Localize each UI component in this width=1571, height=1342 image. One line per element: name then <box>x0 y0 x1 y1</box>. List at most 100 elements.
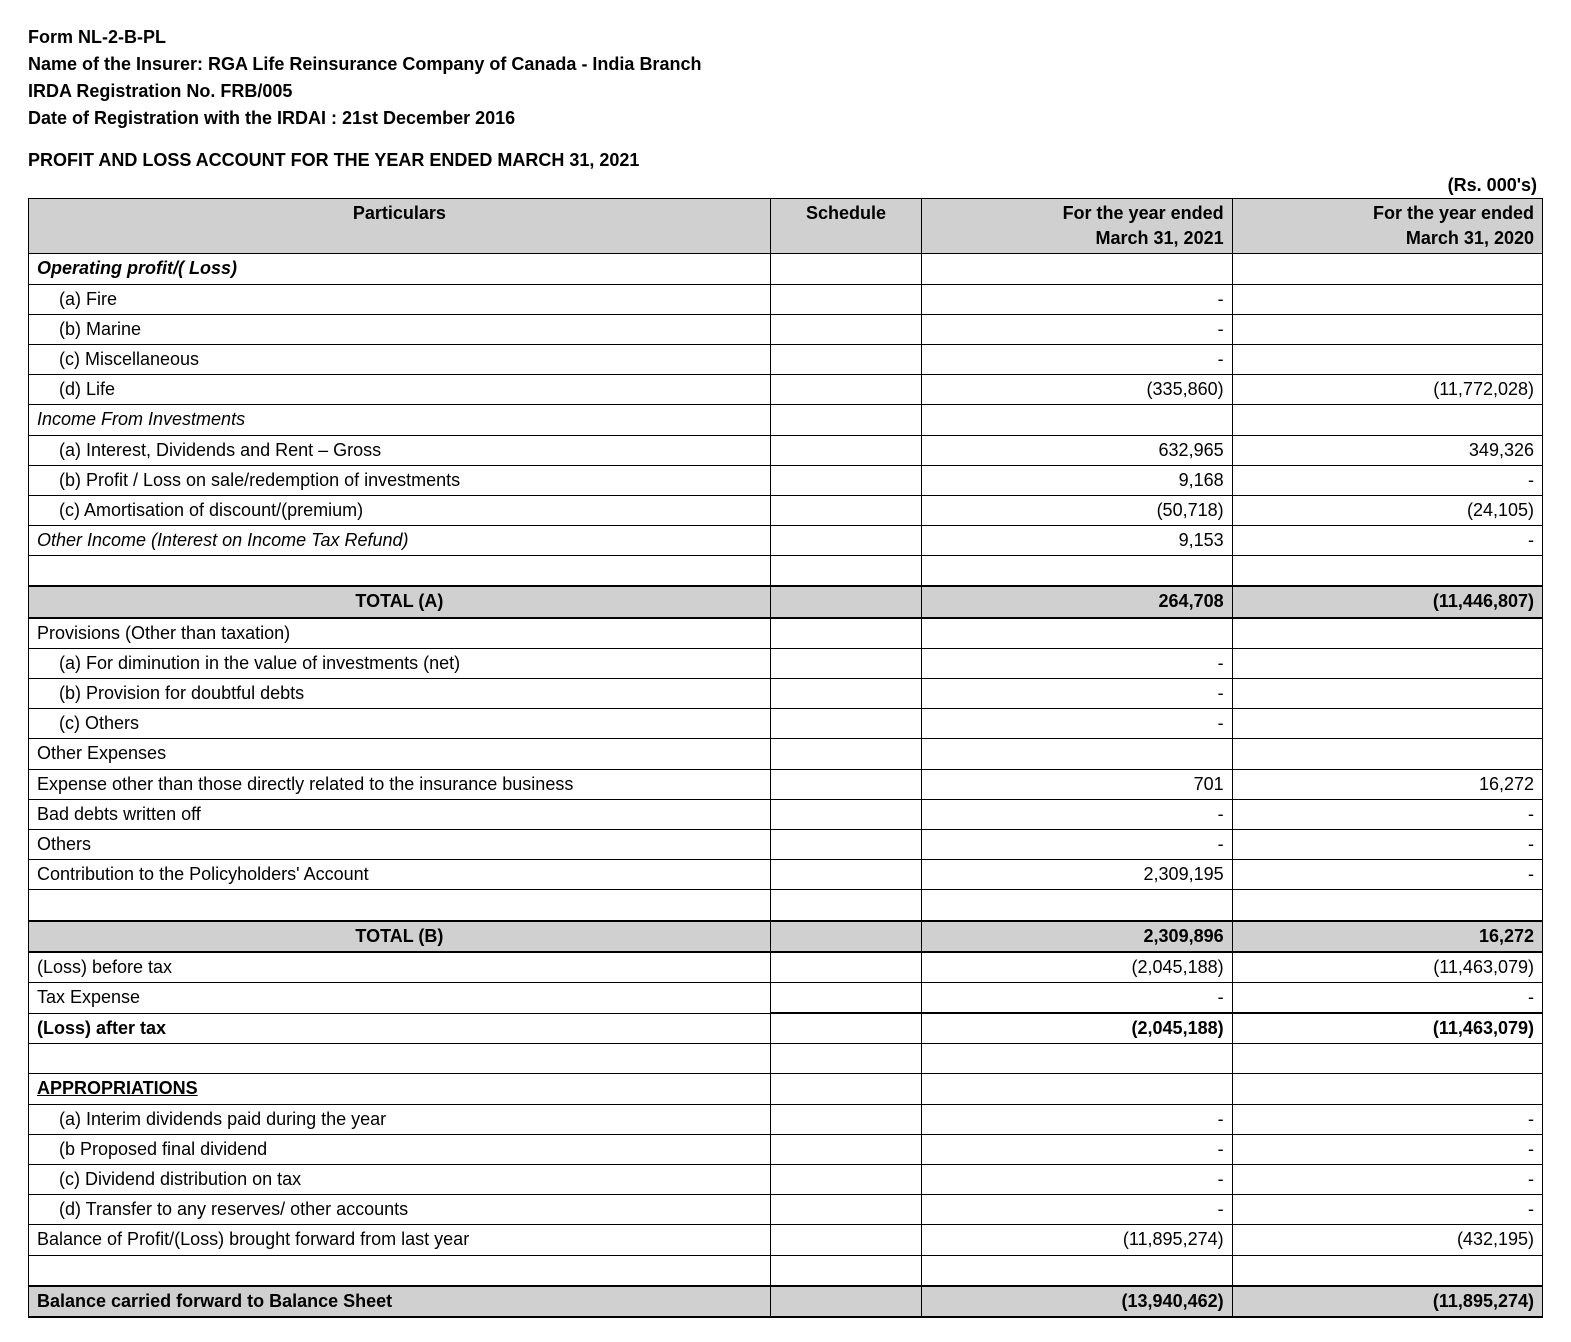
table-row: (c) Others - <box>29 709 1543 739</box>
row-expense-other: Expense other than those directly relate… <box>29 769 771 799</box>
cell-value: 9,168 <box>922 465 1232 495</box>
cell-value: - <box>1232 982 1542 1013</box>
form-code: Form NL-2-B-PL <box>28 24 1543 51</box>
table-row: (d) Life (335,860) (11,772,028) <box>29 375 1543 405</box>
cell-value: - <box>1232 1134 1542 1164</box>
cell-value: 264,708 <box>922 586 1232 617</box>
reg-date: Date of Registration with the IRDAI : 21… <box>28 105 1543 132</box>
table-row: (c) Miscellaneous - <box>29 344 1543 374</box>
row-loss-after-tax: (Loss) after tax <box>29 1013 771 1044</box>
row-misc: (c) Miscellaneous <box>37 347 199 372</box>
table-row <box>29 1044 1543 1074</box>
cell-value: - <box>922 648 1232 678</box>
cell-value: 16,272 <box>1232 921 1542 952</box>
row-diminution: (a) For diminution in the value of inves… <box>37 651 460 676</box>
table-row: (Loss) before tax (2,045,188) (11,463,07… <box>29 952 1543 983</box>
table-row: Contribution to the Policyholders' Accou… <box>29 860 1543 890</box>
insurer-name: Name of the Insurer: RGA Life Reinsuranc… <box>28 51 1543 78</box>
cell-value: (2,045,188) <box>922 952 1232 983</box>
cell-value: (11,895,274) <box>1232 1286 1542 1317</box>
cell-value: - <box>922 679 1232 709</box>
cell-value: - <box>1232 1165 1542 1195</box>
row-inv-income: Income From Investments <box>37 409 245 429</box>
irda-reg-no: IRDA Registration No. FRB/005 <box>28 78 1543 105</box>
row-operating-profit: Operating profit/( Loss) <box>37 258 237 278</box>
table-row: (a) Interim dividends paid during the ye… <box>29 1104 1543 1134</box>
row-marine: (b) Marine <box>37 317 141 342</box>
document-header: Form NL-2-B-PL Name of the Insurer: RGA … <box>28 24 1543 132</box>
cell-value: - <box>922 1104 1232 1134</box>
cell-value: - <box>922 799 1232 829</box>
table-row <box>29 890 1543 921</box>
table-row: Others - - <box>29 829 1543 859</box>
table-row: (b Proposed final dividend - - <box>29 1134 1543 1164</box>
cell-value: - <box>922 709 1232 739</box>
table-row: (c) Amortisation of discount/(premium) (… <box>29 495 1543 525</box>
table-row <box>29 556 1543 587</box>
row-dividend-tax: (c) Dividend distribution on tax <box>37 1167 301 1192</box>
cell-value: 16,272 <box>1232 769 1542 799</box>
table-row <box>29 1255 1543 1286</box>
row-loss-before-tax: (Loss) before tax <box>29 952 771 983</box>
table-row: (a) Fire - <box>29 284 1543 314</box>
cell-value: 349,326 <box>1232 435 1542 465</box>
cell-value: - <box>922 314 1232 344</box>
cell-value: 2,309,896 <box>922 921 1232 952</box>
row-life: (d) Life <box>37 377 115 402</box>
profit-loss-table: Particulars Schedule For the year ended … <box>28 198 1543 1318</box>
row-others-exp: Others <box>29 829 771 859</box>
cell-value: (11,463,079) <box>1232 1013 1542 1044</box>
col-schedule: Schedule <box>770 199 921 254</box>
table-row: Bad debts written off - - <box>29 799 1543 829</box>
row-appropriations: APPROPRIATIONS <box>37 1078 198 1098</box>
cell-value: 632,965 <box>922 435 1232 465</box>
table-row: (d) Transfer to any reserves/ other acco… <box>29 1195 1543 1225</box>
row-balance-carried: Balance carried forward to Balance Sheet <box>29 1286 771 1317</box>
cell-value: - <box>1232 829 1542 859</box>
table-row: Expense other than those directly relate… <box>29 769 1543 799</box>
cell-value: - <box>922 1134 1232 1164</box>
cell-value: - <box>922 284 1232 314</box>
row-balance-brought-fwd: Balance of Profit/(Loss) brought forward… <box>29 1225 771 1255</box>
cell-value: - <box>922 1195 1232 1225</box>
cell-value: - <box>922 982 1232 1013</box>
table-row: (a) Interest, Dividends and Rent – Gross… <box>29 435 1543 465</box>
row-total-a: TOTAL (A) <box>29 586 771 617</box>
row-total-b: TOTAL (B) <box>29 921 771 952</box>
row-provisions: Provisions (Other than taxation) <box>29 618 771 649</box>
cell-value: (432,195) <box>1232 1225 1542 1255</box>
cell-value: (335,860) <box>922 375 1232 405</box>
cell-value: - <box>922 829 1232 859</box>
row-other-expenses: Other Expenses <box>29 739 771 769</box>
row-profit-loss-sale: (b) Profit / Loss on sale/redemption of … <box>37 468 460 493</box>
total-a-row: TOTAL (A) 264,708 (11,446,807) <box>29 586 1543 617</box>
cell-value: - <box>922 1165 1232 1195</box>
cell-value: (24,105) <box>1232 495 1542 525</box>
cell-value: (2,045,188) <box>922 1013 1232 1044</box>
table-row: Other Expenses <box>29 739 1543 769</box>
row-bad-debts: Bad debts written off <box>29 799 771 829</box>
cell-value: - <box>922 344 1232 374</box>
row-tax-expense: Tax Expense <box>29 982 771 1013</box>
cell-value: 9,153 <box>922 526 1232 556</box>
table-row: (Loss) after tax (2,045,188) (11,463,079… <box>29 1013 1543 1044</box>
row-contribution: Contribution to the Policyholders' Accou… <box>29 860 771 890</box>
table-row: Income From Investments <box>29 405 1543 435</box>
cell-value: - <box>1232 860 1542 890</box>
row-interest-dividends: (a) Interest, Dividends and Rent – Gross <box>37 438 381 463</box>
col-year-2020: For the year ended March 31, 2020 <box>1232 199 1542 254</box>
row-doubtful-debts: (b) Provision for doubtful debts <box>37 681 304 706</box>
table-row: (a) For diminution in the value of inves… <box>29 648 1543 678</box>
table-row: Operating profit/( Loss) <box>29 254 1543 284</box>
cell-value: - <box>1232 799 1542 829</box>
row-proposed-dividend: (b Proposed final dividend <box>37 1137 267 1162</box>
row-others-prov: (c) Others <box>37 711 139 736</box>
table-row: Tax Expense - - <box>29 982 1543 1013</box>
table-row: Balance of Profit/(Loss) brought forward… <box>29 1225 1543 1255</box>
cell-value: (50,718) <box>922 495 1232 525</box>
cell-value: (11,446,807) <box>1232 586 1542 617</box>
cell-value: 701 <box>922 769 1232 799</box>
cell-value: (11,895,274) <box>922 1225 1232 1255</box>
row-other-income: Other Income (Interest on Income Tax Ref… <box>37 530 409 550</box>
cell-value: (13,940,462) <box>922 1286 1232 1317</box>
